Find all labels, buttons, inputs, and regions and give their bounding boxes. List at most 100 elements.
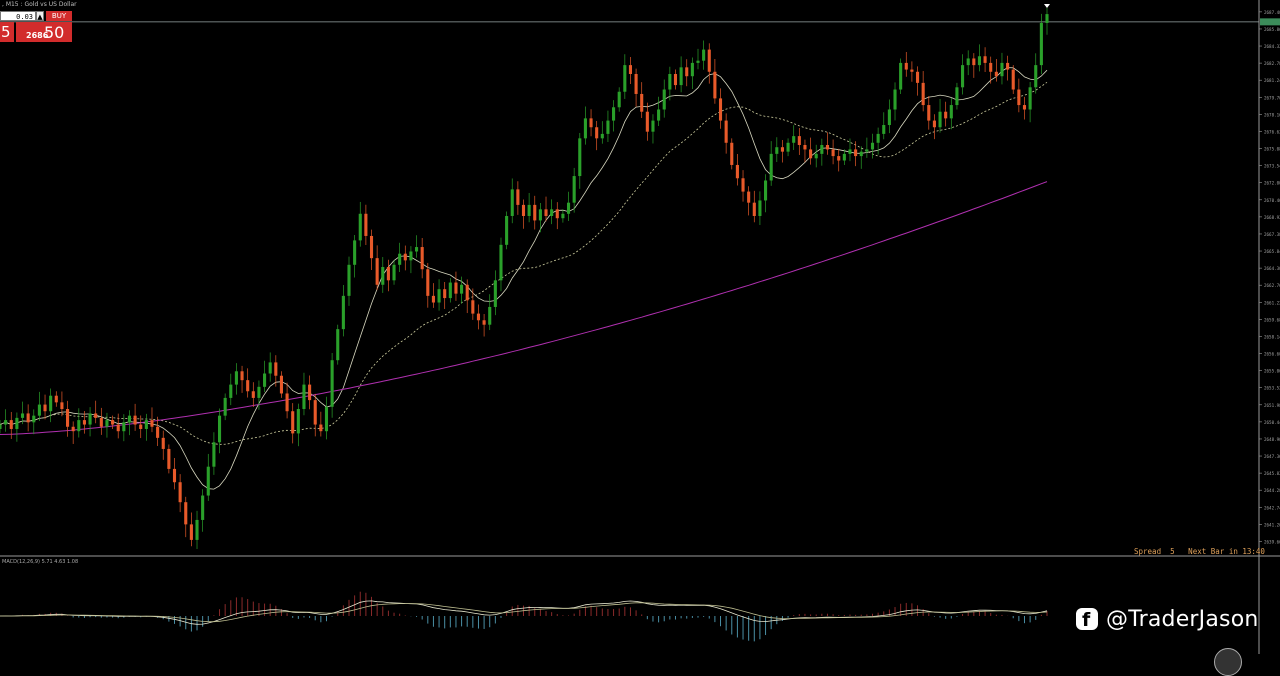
candle-body [386, 267, 390, 281]
candle-body [437, 289, 441, 303]
candle-body [403, 253, 407, 261]
candle-body [747, 191, 751, 203]
buy-price-button[interactable]: 2686 50 [16, 22, 72, 42]
ma-slow-line [0, 81, 1048, 445]
candle-body [184, 502, 188, 525]
price-tick-label: 2647.36 [1264, 454, 1280, 459]
candle-body [488, 306, 492, 325]
candle-body [364, 213, 368, 236]
candle-body [696, 60, 700, 63]
price-tick-label: 2641.20 [1264, 522, 1280, 527]
candle-body [915, 71, 920, 83]
candle-body [837, 156, 841, 161]
candle-body [206, 466, 210, 496]
candle-body [825, 144, 830, 150]
candle-body [116, 424, 120, 432]
candle-body [1017, 89, 1021, 106]
price-tick-label: 2684.32 [1264, 44, 1280, 49]
candle-body [341, 295, 345, 330]
candle-body [780, 147, 784, 152]
candle-body [454, 282, 458, 294]
candle-body [668, 73, 672, 90]
candle-body [932, 120, 936, 128]
candle-body [415, 247, 419, 252]
candle-body [32, 415, 36, 423]
candle-body [583, 118, 587, 139]
watermark-handle: @TraderJason [1106, 606, 1259, 632]
candle-body [420, 247, 424, 270]
watermark: f @TraderJason [1076, 604, 1259, 634]
sell-price-button[interactable]: 5 [0, 22, 14, 42]
candle-body [994, 71, 998, 77]
candle-body [229, 384, 233, 398]
candle-body [775, 147, 779, 154]
price-tick-label: 2681.24 [1264, 78, 1280, 83]
candle-body [1028, 87, 1032, 110]
candle-body [893, 89, 897, 110]
price-tick-label: 2639.66 [1264, 539, 1280, 544]
buy-price-main: 2686 [26, 31, 49, 40]
price-tick-label: 2664.30 [1264, 266, 1280, 271]
candle-body [961, 65, 965, 88]
candle-body [156, 426, 160, 438]
candle-body [797, 136, 801, 145]
buy-button[interactable]: BUY [46, 11, 72, 21]
candle-body [949, 105, 953, 119]
buy-price-pips: 50 [44, 23, 65, 42]
candle-body [336, 329, 340, 361]
price-tick-label: 2675.08 [1264, 147, 1280, 152]
candle-body [713, 71, 717, 99]
candle-body [71, 426, 75, 432]
current-price-tag [1260, 18, 1280, 26]
candle-body [1045, 14, 1049, 23]
candle-body [274, 362, 278, 376]
price-tick-label: 2642.74 [1264, 505, 1280, 510]
price-tick-label: 2662.76 [1264, 283, 1280, 288]
candle-body [195, 519, 199, 540]
candle-body [54, 395, 58, 403]
candle-body [510, 189, 514, 216]
candle-body [122, 422, 126, 432]
lot-spin-up-icon[interactable]: ▲ [36, 11, 44, 21]
candle-body [172, 468, 177, 483]
candle-body [623, 65, 627, 92]
candle-body [550, 209, 554, 216]
candle-body [741, 178, 745, 192]
candle-body [60, 402, 64, 410]
candle-body [296, 409, 300, 434]
lot-size-input[interactable]: 0.03 [0, 11, 36, 21]
candle-body [268, 362, 272, 374]
candle-body [240, 371, 244, 381]
candle-body [358, 213, 362, 241]
price-chart[interactable]: 2687.40 2685.86 2684.32 2682.78 2681.24 2679.… [0, 0, 1280, 654]
candle-body [353, 240, 357, 265]
candle-body [66, 409, 70, 427]
candle-body [527, 204, 531, 216]
candle-body [144, 420, 148, 429]
macd-signal-line [0, 602, 1048, 623]
price-tick-label: 2667.38 [1264, 232, 1280, 237]
corner-button[interactable] [1214, 648, 1242, 676]
candle-body [651, 120, 655, 132]
one-click-trade-panel: 0.03 ▲ BUY 5 2686 50 [0, 11, 72, 43]
candle-body [1034, 65, 1038, 88]
price-tick-label: 2658.14 [1264, 334, 1280, 339]
candle-body [375, 258, 379, 285]
candle-body [482, 320, 486, 325]
candle-body [133, 415, 137, 425]
candle-body [319, 424, 323, 432]
candle-body [533, 204, 537, 221]
candle-body [882, 125, 886, 134]
candle-body [904, 62, 908, 70]
candle-body [944, 111, 948, 119]
candle-body [167, 448, 171, 469]
candle-body [369, 235, 374, 259]
candle-body [20, 413, 25, 418]
candle-body [161, 437, 165, 449]
candle-body [324, 406, 329, 432]
candle-body [718, 98, 723, 121]
candle-body [854, 149, 858, 157]
candle-body [769, 153, 773, 181]
candle-body [589, 118, 593, 128]
